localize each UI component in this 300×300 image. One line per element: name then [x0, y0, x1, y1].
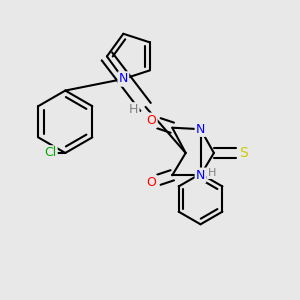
Text: N: N [196, 123, 205, 136]
Text: N: N [196, 169, 205, 182]
Text: H: H [129, 103, 138, 116]
Text: Cl: Cl [44, 146, 56, 160]
Text: H: H [208, 168, 216, 178]
Text: O: O [146, 114, 156, 127]
Text: N: N [118, 73, 128, 85]
Text: S: S [239, 146, 248, 160]
Text: O: O [146, 176, 156, 189]
